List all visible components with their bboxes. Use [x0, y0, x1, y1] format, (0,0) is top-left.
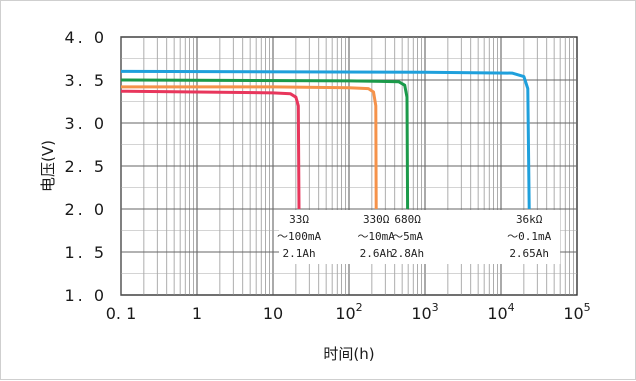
y-tick-label: 4. 0 [64, 28, 107, 47]
y-tick-label: 3. 5 [64, 71, 107, 90]
x-tick-label: 10 [263, 304, 283, 323]
y-tick-label: 1. 5 [64, 243, 107, 262]
x-tick-label: 105 [563, 301, 590, 323]
series-annotation-4-line-2: ～0.1mA [507, 230, 551, 243]
series-annotation-3-line-2: ～5mA [392, 230, 423, 243]
series-line-2 [121, 85, 378, 210]
series-annotation-4-line-3: 2.65Ah [509, 247, 549, 260]
y-axis-label: 电压(V) [39, 140, 57, 192]
series-annotation-1-line-1: 33Ω [289, 213, 309, 226]
series-annotation-1-line-3: 2.1Ah [282, 247, 315, 260]
series-annotation-2-line-3: 2.6Ah [360, 247, 393, 260]
series-annotation-3-line-3: 2.8Ah [391, 247, 424, 260]
series-annotation-4-line-1: 36kΩ [516, 213, 543, 226]
x-axis-label: 时间(h) [323, 345, 374, 363]
y-tick-label: 1. 0 [64, 286, 107, 305]
annotations: 33Ω ～100mA 2.1Ah 330Ω ～10mA 2.6Ah 680Ω ～5mA 2.8A… [277, 210, 561, 264]
y-tick-label: 2. 5 [64, 157, 107, 176]
series-annotation-2-line-1: 330Ω [363, 213, 390, 226]
series-annotation-1-line-2: ～100mA [277, 230, 321, 243]
series-line-1 [120, 89, 301, 210]
x-tick-label: 1 [192, 304, 202, 323]
y-tick-label: 2. 0 [64, 200, 107, 219]
x-tick-label: 0. 1 [106, 304, 137, 323]
series-layer [120, 69, 531, 210]
series-annotation-3-line-1: 680Ω [394, 213, 421, 226]
x-tick-label: 102 [335, 301, 362, 323]
series-annotation-2-line-2: ～10mA [357, 230, 395, 243]
tick-labels: 1. 0 1. 5 2. 0 2. 5 3. 0 3. 5 4. 0 0. 1 1 10 102 10… [64, 28, 590, 323]
series-line-4 [120, 69, 531, 210]
x-tick-label: 103 [411, 301, 438, 323]
annotation-panel [279, 210, 561, 264]
x-tick-label: 104 [487, 301, 514, 323]
series-line-3 [120, 78, 410, 210]
y-tick-label: 3. 0 [64, 114, 107, 133]
